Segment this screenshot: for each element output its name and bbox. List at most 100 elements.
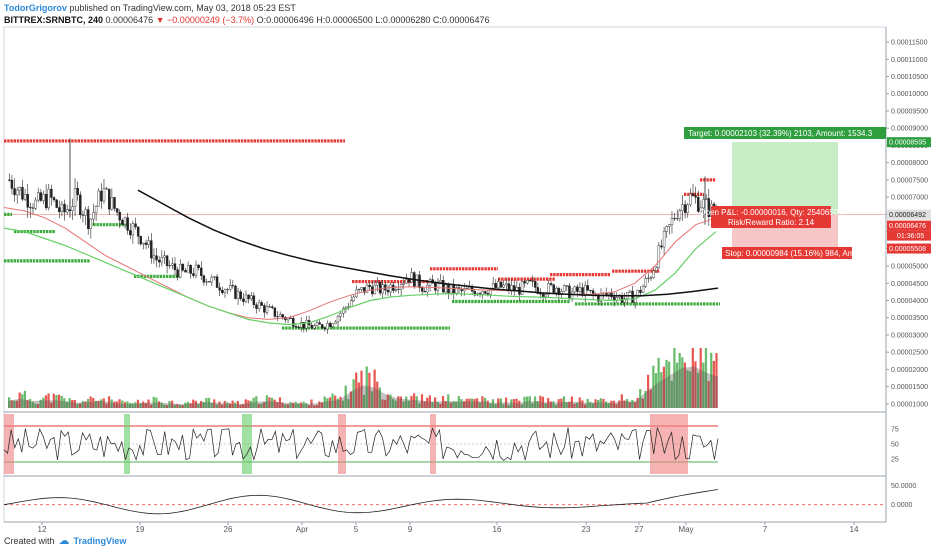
volume-bar — [583, 404, 587, 408]
volume-bar — [673, 348, 676, 408]
candle-body — [321, 324, 324, 329]
volume-bar — [376, 381, 379, 408]
volume-bar — [578, 397, 581, 408]
volume-bar — [384, 399, 387, 408]
candle-body — [620, 295, 624, 303]
candle-body — [73, 188, 77, 207]
candle-body — [223, 289, 227, 294]
price-tag-last: 0.00006476 — [887, 220, 931, 231]
candle-body — [71, 206, 74, 211]
volume-bar — [115, 401, 119, 408]
time-axis[interactable]: 12 19 26 Apr 5 9 16 23 27 May 7 14 — [38, 522, 859, 534]
volume-bar — [157, 401, 161, 408]
volume-bar — [641, 398, 644, 408]
volume-bar — [360, 370, 363, 408]
candle-body — [163, 255, 166, 258]
high-label: H: — [316, 15, 326, 25]
candle-body — [265, 306, 269, 313]
volume-bar — [494, 404, 497, 408]
candle-body — [202, 275, 206, 283]
candle-body — [126, 217, 129, 231]
ma1-line — [3, 207, 717, 320]
candle-body — [676, 218, 679, 220]
volume-bar — [557, 399, 560, 408]
candle-body — [142, 242, 145, 245]
volume-bar — [257, 404, 261, 408]
volume-bar — [468, 398, 471, 408]
candle-body — [52, 197, 56, 201]
volume-pane — [8, 348, 718, 408]
volume-bar — [244, 399, 247, 408]
volume-bar — [150, 404, 153, 408]
volume-bar — [142, 401, 145, 408]
volume-bar — [681, 357, 684, 408]
volume-bar — [420, 394, 424, 408]
low-value: 0.00006280 — [382, 15, 431, 25]
volume-bar — [105, 403, 108, 408]
target-label-text: Target: 0.00002103 (32.39%) 2103, Amount… — [688, 129, 873, 138]
volume-bar — [44, 395, 48, 408]
volume-bar — [710, 352, 713, 408]
price-tag-current: 0.00006492 — [887, 209, 931, 220]
candle-body — [255, 304, 258, 309]
price-tick-label: 0.00008000 — [891, 160, 928, 167]
volume-bar — [305, 402, 308, 408]
volume-bar — [683, 362, 687, 408]
volume-bar — [202, 401, 205, 408]
volume-bar — [696, 372, 700, 408]
candle-body — [568, 285, 571, 300]
volume-bar — [552, 401, 555, 408]
candle-body — [205, 281, 208, 283]
candle-body — [252, 295, 256, 305]
tradingview-brand[interactable]: TradingView — [73, 535, 127, 546]
volume-bar — [223, 400, 226, 408]
volume-bar — [373, 369, 376, 408]
volume-bar — [539, 395, 542, 408]
candle-body — [8, 179, 11, 181]
volume-bar — [50, 402, 53, 408]
candle-body — [328, 323, 332, 327]
candle-body — [331, 323, 334, 327]
volume-bar — [457, 395, 460, 408]
time-tick-label: 16 — [493, 525, 502, 534]
volume-bar — [510, 399, 513, 408]
volume-bar — [547, 398, 550, 408]
price-tick-label: 0.00005000 — [891, 264, 928, 271]
volume-bar — [470, 398, 474, 408]
candle-body — [105, 188, 108, 190]
candle-body — [37, 192, 40, 201]
volume-bar — [128, 402, 132, 408]
author-link[interactable]: TodorGrigorov — [4, 3, 67, 13]
time-tick-label: 27 — [635, 525, 644, 534]
candle-body — [234, 285, 237, 299]
volume-bar — [520, 404, 524, 408]
volume-bar — [86, 398, 90, 408]
candle-body — [173, 263, 177, 270]
volume-bar — [526, 396, 529, 408]
price-tick-label: 0.00002500 — [891, 350, 928, 357]
volume-bar — [278, 397, 282, 408]
volume-bar — [336, 398, 339, 408]
long-position-tool[interactable] — [4, 142, 886, 249]
close-label: C: — [432, 15, 442, 25]
candle-body — [357, 288, 361, 291]
volume-bar — [239, 404, 242, 408]
volume-bar — [84, 401, 87, 408]
volume-bar — [691, 348, 694, 408]
candle-body — [218, 287, 221, 291]
volume-bar — [602, 398, 605, 408]
price-tick-label: 0.00007000 — [891, 195, 928, 202]
candle-body — [86, 209, 90, 230]
volume-bar — [499, 398, 502, 408]
volume-bar — [447, 394, 450, 408]
volume-bar — [76, 403, 79, 408]
volume-bar — [215, 404, 218, 408]
created-with-text: Created with — [4, 535, 55, 546]
candle-body — [586, 285, 590, 291]
candle-body — [552, 284, 555, 293]
volume-bar — [197, 403, 200, 408]
volume-bar — [210, 402, 213, 408]
volume-bar — [344, 385, 347, 408]
volume-bar — [55, 395, 58, 408]
